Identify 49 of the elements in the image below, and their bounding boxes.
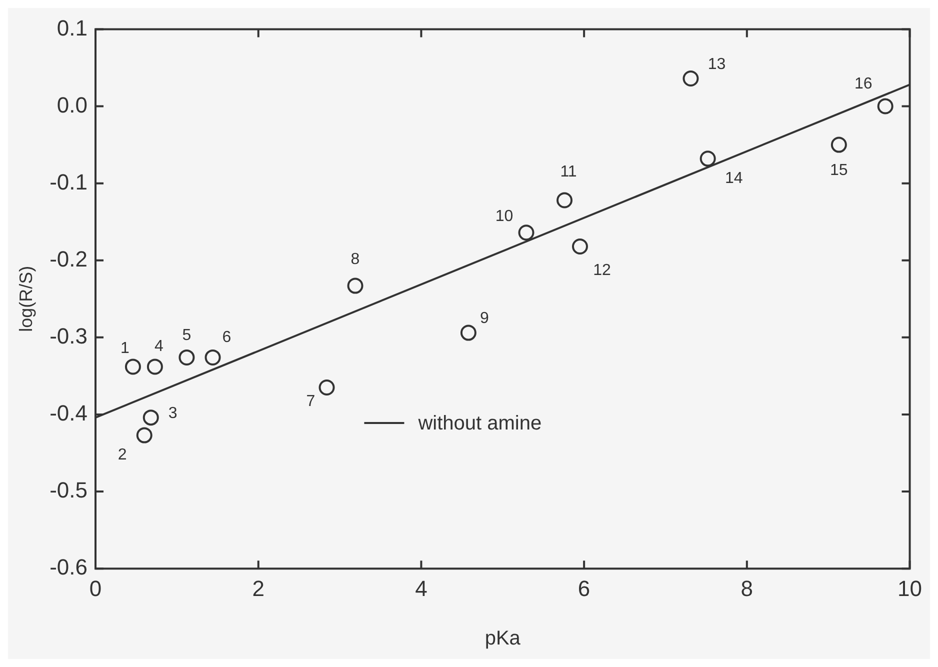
- point: [136, 427, 152, 444]
- annotation: 7: [306, 392, 316, 410]
- annotation: 6: [222, 328, 232, 346]
- x-tick-label: 6: [578, 576, 590, 601]
- annotation: 4: [154, 338, 164, 356]
- annotation: 9: [480, 310, 489, 328]
- point: [460, 324, 476, 341]
- x-axis-title: pKa: [484, 628, 522, 650]
- y-tick-label: -0.5: [50, 478, 88, 503]
- annotation: 2: [118, 446, 127, 464]
- y-tick-label: -0.6: [50, 554, 88, 580]
- annotation: 3: [168, 404, 178, 422]
- point: [572, 238, 588, 254]
- y-tick-label: -0.3: [50, 323, 88, 348]
- point: [700, 150, 716, 167]
- y-tick-label: -0.4: [50, 400, 88, 426]
- annotation: 12: [593, 262, 611, 279]
- annotation: 10: [495, 208, 514, 226]
- point: [142, 410, 159, 426]
- annotation: 1: [120, 340, 130, 358]
- point: [178, 349, 195, 366]
- annotation: 13: [708, 56, 726, 73]
- y-axis-title: log(R/S): [16, 266, 36, 332]
- x-tick-label: 8: [740, 576, 754, 601]
- point: [830, 136, 847, 153]
- point: [682, 70, 699, 87]
- annotation: 14: [724, 170, 743, 188]
- point: [318, 380, 335, 396]
- point: [124, 358, 141, 375]
- y-tick-label: 0.0: [56, 92, 88, 118]
- y-tick-label: 0.1: [56, 15, 88, 40]
- point: [204, 349, 221, 366]
- x-tick-label: 4: [415, 576, 428, 601]
- annotation: 16: [854, 76, 872, 93]
- point: [146, 358, 163, 375]
- point: [556, 192, 573, 208]
- annotation: 5: [182, 326, 192, 344]
- legend-label: without amine: [417, 412, 542, 434]
- x-tick-label: 10: [898, 576, 922, 601]
- y-tick-label: -0.2: [50, 246, 88, 272]
- annotation: 8: [350, 251, 360, 268]
- x-tick-label: 0: [89, 576, 102, 601]
- x-tick-label: 2: [252, 576, 264, 601]
- point: [877, 98, 894, 114]
- annotation: 15: [830, 162, 848, 180]
- annotation: 11: [560, 164, 577, 181]
- point: [347, 278, 364, 294]
- point: [518, 224, 534, 241]
- y-tick-label: -0.1: [50, 169, 88, 194]
